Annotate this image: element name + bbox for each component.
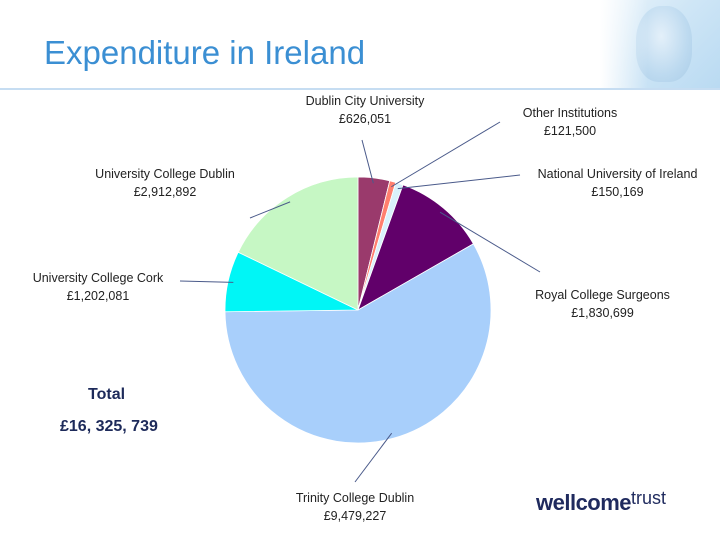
wellcome-trust-logo: wellcometrust (536, 488, 667, 516)
pie-slice-royal-college-surgeons (357, 184, 474, 311)
leader-line-dublin-city-university (361, 139, 374, 184)
leader-line-other-institutions (391, 121, 501, 188)
total-label: Total (88, 386, 126, 403)
logo-super: trust (631, 488, 667, 508)
logo-word: wellcome (536, 490, 632, 515)
label-royal-college-surgeons: Royal College Surgeons £1,830,699 (535, 288, 670, 320)
label-university-college-dublin: University College Dublin £2,912,892 (95, 167, 235, 199)
slide-title: Expenditure in Ireland (44, 34, 366, 71)
label-trinity-college-dublin: Trinity College Dublin £9,479,227 (295, 491, 415, 523)
label-national-university-of-ireland: National University of Ireland £150,169 (537, 167, 698, 199)
label-other-institutions: Other Institutions £121,500 (522, 106, 618, 138)
leader-line-university-college-dublin (249, 201, 291, 219)
header-photo (600, 0, 720, 90)
leader-line-university-college-cork (179, 280, 234, 283)
leader-line-trinity-college-dublin (354, 432, 393, 483)
title-divider (0, 88, 720, 90)
total-block: Total £16, 325, 739 (60, 386, 158, 436)
leader-line-royal-college-surgeons (439, 211, 541, 273)
total-value: £16, 325, 739 (60, 418, 158, 435)
label-dublin-city-university: Dublin City University £626,051 (305, 94, 425, 126)
pie-slice-university-college-dublin (237, 176, 359, 311)
leader-line-national-university-of-ireland (397, 174, 521, 190)
pie-slice-trinity-college-dublin (224, 243, 492, 444)
label-university-college-cork: University College Cork £1,202,081 (32, 271, 164, 303)
